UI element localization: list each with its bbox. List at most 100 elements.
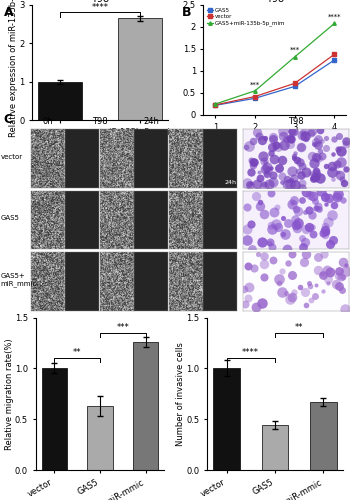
Point [322, 226, 328, 234]
Point [341, 179, 347, 187]
Point [287, 140, 293, 148]
Point [322, 193, 327, 201]
Point [254, 128, 260, 136]
Text: 24h: 24h [143, 117, 159, 126]
Point [254, 180, 260, 188]
Point [276, 164, 282, 172]
Title: T98: T98 [91, 0, 109, 4]
Point [298, 141, 304, 149]
Point [315, 154, 321, 162]
Point [313, 154, 319, 162]
Point [281, 214, 286, 222]
Point [307, 170, 313, 177]
Point [272, 208, 278, 216]
Point [286, 220, 291, 228]
Point [329, 162, 335, 170]
Point [343, 137, 349, 145]
Point [309, 222, 315, 230]
Point [306, 223, 312, 231]
Point [330, 174, 335, 182]
Point [337, 170, 343, 178]
Point [303, 192, 309, 200]
Point [309, 152, 315, 160]
Point [243, 300, 248, 308]
Point [315, 252, 321, 260]
Point [300, 131, 305, 139]
Point [322, 222, 328, 230]
Point [311, 140, 317, 147]
Point [326, 245, 332, 253]
Point [331, 135, 337, 143]
Point [330, 236, 336, 244]
Point [343, 268, 349, 276]
Point [250, 137, 256, 145]
Bar [310, 402, 337, 470]
Point [302, 132, 308, 140]
Point [341, 302, 347, 310]
Point [313, 281, 318, 289]
Point [307, 206, 312, 214]
Point [341, 196, 346, 204]
Point [263, 170, 269, 178]
Point [281, 132, 286, 140]
GAS5 [332, 57, 337, 63]
Point [279, 288, 285, 296]
Point [283, 135, 289, 143]
Point [319, 270, 325, 278]
Point [336, 132, 341, 140]
Point [293, 220, 299, 228]
Point [264, 170, 270, 177]
Point [313, 138, 319, 146]
Point [336, 155, 341, 163]
Point [330, 155, 335, 163]
Point [335, 190, 341, 198]
Point [275, 142, 281, 150]
vector [293, 80, 297, 86]
Point [248, 143, 253, 151]
Point [303, 301, 309, 309]
GAS5 [293, 84, 297, 89]
Point [292, 148, 297, 156]
Point [291, 288, 297, 296]
Point [285, 260, 291, 268]
Text: B: B [182, 6, 192, 19]
Text: A: A [4, 6, 13, 19]
Point [289, 167, 295, 175]
Bar [133, 342, 159, 470]
Point [260, 152, 266, 160]
Point [245, 262, 250, 270]
Point [264, 162, 270, 170]
Point [312, 176, 318, 184]
Point [243, 143, 249, 151]
Point [309, 211, 315, 219]
Text: 24h: 24h [224, 180, 236, 184]
Point [289, 282, 295, 290]
Point [295, 220, 301, 228]
Point [271, 270, 277, 278]
Point [287, 180, 293, 188]
Point [292, 232, 298, 239]
Point [298, 143, 303, 151]
Point [295, 206, 301, 214]
Point [257, 132, 262, 140]
GAS5 [253, 96, 257, 102]
Point [246, 283, 252, 291]
Point [262, 158, 268, 166]
Point [335, 168, 340, 175]
Point [290, 127, 296, 135]
Point [283, 290, 289, 298]
Point [255, 250, 261, 258]
Point [241, 285, 247, 293]
Point [308, 129, 314, 137]
Point [298, 172, 304, 179]
Y-axis label: Relative migration rate(%): Relative migration rate(%) [5, 338, 14, 450]
Point [262, 165, 267, 173]
GAS5+miR-135b-5p_mim [332, 20, 337, 26]
Point [312, 197, 318, 205]
Point [271, 146, 277, 154]
Point [310, 230, 316, 237]
Point [306, 279, 312, 287]
Point [343, 140, 349, 148]
Point [342, 191, 348, 199]
Point [284, 245, 290, 253]
